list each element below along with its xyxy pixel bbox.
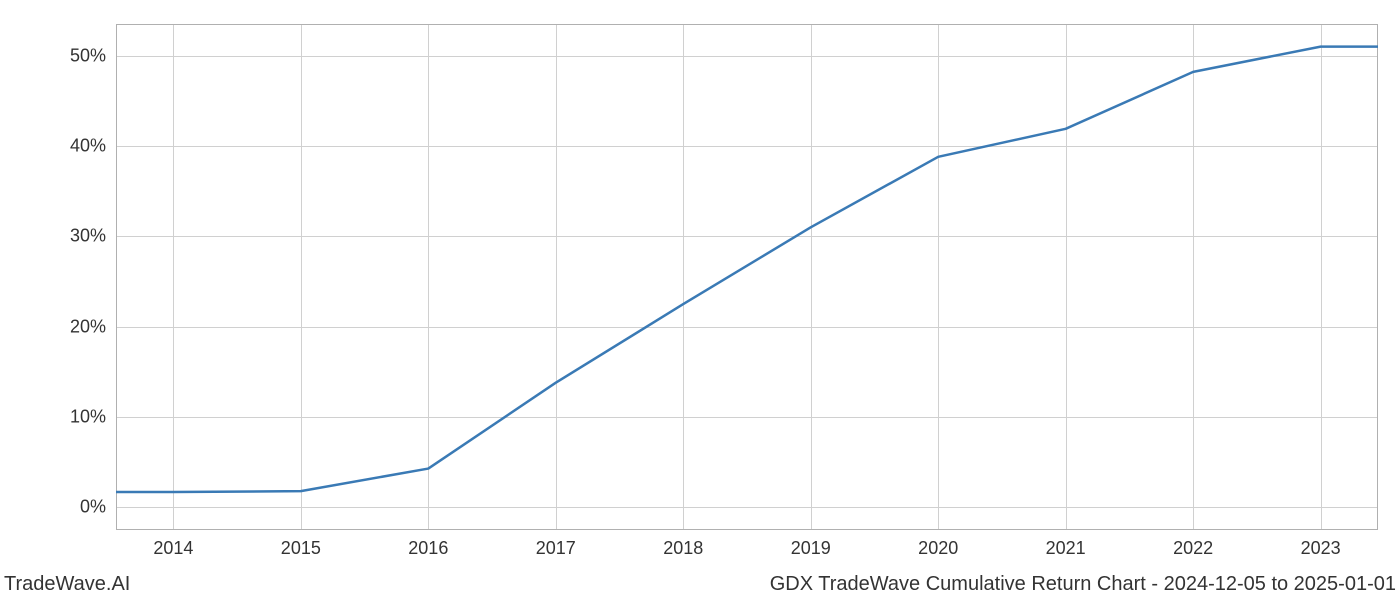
y-tick-label: 20% bbox=[70, 316, 106, 337]
x-tick-label: 2019 bbox=[791, 538, 831, 559]
plot-area bbox=[116, 24, 1378, 530]
footer-brand: TradeWave.AI bbox=[4, 573, 130, 596]
x-tick-label: 2017 bbox=[536, 538, 576, 559]
y-tick-label: 50% bbox=[70, 45, 106, 66]
y-tick-label: 10% bbox=[70, 407, 106, 428]
footer-caption: GDX TradeWave Cumulative Return Chart - … bbox=[770, 573, 1396, 596]
x-tick-label: 2016 bbox=[408, 538, 448, 559]
y-tick-label: 30% bbox=[70, 226, 106, 247]
x-tick-label: 2022 bbox=[1173, 538, 1213, 559]
x-tick-label: 2023 bbox=[1301, 538, 1341, 559]
y-tick-label: 40% bbox=[70, 135, 106, 156]
x-tick-label: 2021 bbox=[1046, 538, 1086, 559]
return-line bbox=[116, 47, 1378, 492]
x-tick-label: 2015 bbox=[281, 538, 321, 559]
x-tick-label: 2014 bbox=[153, 538, 193, 559]
x-tick-label: 2018 bbox=[663, 538, 703, 559]
chart-container: { "chart": { "type": "line", "background… bbox=[0, 0, 1400, 600]
line-series bbox=[116, 24, 1378, 530]
y-tick-label: 0% bbox=[80, 497, 106, 518]
x-tick-label: 2020 bbox=[918, 538, 958, 559]
